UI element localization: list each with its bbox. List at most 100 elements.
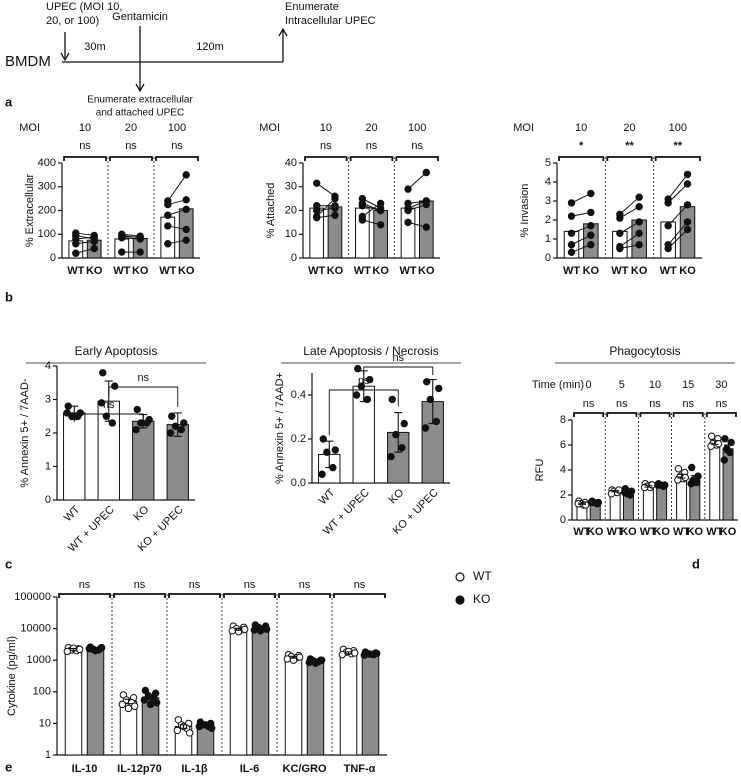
significance-label: ns xyxy=(79,579,91,591)
y-tick-label: 4 xyxy=(45,360,51,372)
bar xyxy=(306,660,325,756)
significance-bracket xyxy=(58,593,111,598)
pair-line xyxy=(619,196,640,215)
significance-label: ns xyxy=(189,579,201,591)
pair-line xyxy=(667,221,688,246)
group-label: 20 xyxy=(623,122,635,134)
panel-label: e xyxy=(5,759,12,774)
significance-label: ** xyxy=(674,140,683,152)
y-tick-label: 1 xyxy=(45,460,51,472)
group-label: 10 xyxy=(649,379,661,391)
significance-bracket xyxy=(168,593,221,598)
data-point xyxy=(587,241,595,249)
bar xyxy=(339,652,358,756)
data-point xyxy=(164,211,172,219)
data-point xyxy=(323,448,331,456)
data-point xyxy=(435,384,443,393)
bar xyxy=(63,412,86,501)
bar xyxy=(373,210,388,259)
y-tick-label: 100000 xyxy=(14,591,51,603)
data-point xyxy=(75,645,84,654)
x-tick-label: KO xyxy=(631,265,648,277)
data-point xyxy=(674,465,683,473)
panel-label: b xyxy=(5,289,13,304)
y-tick-label: 4 xyxy=(560,464,566,476)
panel-label: c xyxy=(5,556,12,571)
x-tick-label: WT xyxy=(673,526,690,538)
significance-bracket xyxy=(573,412,605,417)
data-point xyxy=(168,412,176,420)
error-bar xyxy=(644,484,653,488)
group-label: 10 xyxy=(320,122,332,134)
diagram-text: Gentamicin xyxy=(112,11,168,23)
data-point xyxy=(683,201,692,209)
group-label: 20 xyxy=(365,122,377,134)
x-tick-label: WT xyxy=(159,265,176,277)
data-point xyxy=(108,419,117,427)
y-tick-label: 0 xyxy=(50,252,56,264)
panel-label: a xyxy=(5,94,13,109)
y-tick-label: 6 xyxy=(560,439,566,451)
y-tick-label: 2 xyxy=(560,489,566,501)
diagram-text: 30m xyxy=(84,41,105,53)
data-point xyxy=(376,199,385,208)
arrow-head xyxy=(135,83,145,93)
data-point xyxy=(118,248,126,256)
diagram-text: Enumerate xyxy=(285,1,339,13)
data-point xyxy=(118,700,127,709)
data-point xyxy=(164,240,172,248)
data-point xyxy=(404,185,412,193)
data-point xyxy=(111,382,119,390)
data-point xyxy=(392,430,400,439)
data-point xyxy=(164,222,172,230)
pair-line xyxy=(316,182,336,197)
data-point xyxy=(319,435,327,443)
x-tick-label: WT xyxy=(354,265,371,277)
data-point xyxy=(664,199,672,207)
y-tick-label: 100 xyxy=(38,228,56,240)
x-tick-label: WT xyxy=(62,503,83,524)
y-tick-label: 2 xyxy=(45,427,51,439)
data-point xyxy=(90,233,98,241)
data-point xyxy=(166,429,175,437)
error-bar xyxy=(124,698,133,705)
y-tick-label: 40 xyxy=(285,157,297,169)
bar xyxy=(631,219,647,259)
data-point xyxy=(358,202,367,210)
data-point xyxy=(124,704,133,713)
significance-bracket xyxy=(349,156,394,161)
data-point xyxy=(721,435,729,443)
group-title: MOI xyxy=(259,122,280,134)
data-point xyxy=(587,208,595,217)
group-label: 5 xyxy=(619,379,625,391)
data-point xyxy=(180,419,188,427)
significance-bracket xyxy=(705,412,737,417)
error-bar xyxy=(146,695,155,701)
significance-label: ns xyxy=(125,140,137,152)
diagram-text: 120m xyxy=(196,41,224,53)
data-point xyxy=(616,214,624,222)
legend-label: KO xyxy=(473,592,490,606)
comparison-bracket xyxy=(73,413,144,422)
y-tick-label: 0 xyxy=(291,252,297,264)
significance-label: ns xyxy=(299,579,311,591)
data-point xyxy=(118,232,126,241)
data-point xyxy=(146,700,155,709)
data-point xyxy=(587,189,595,198)
bar xyxy=(642,485,654,521)
group-label: 20 xyxy=(125,122,137,134)
significance-label: ns xyxy=(244,579,256,591)
data-point xyxy=(331,194,339,203)
y-tick-label: 10000 xyxy=(20,623,51,635)
group-label: 10 xyxy=(575,122,587,134)
y-tick-label: 1 xyxy=(545,233,551,245)
x-tick-label: IL-12p70 xyxy=(117,763,162,775)
y-tick-label: 10 xyxy=(39,717,51,729)
bar xyxy=(361,653,380,756)
significance-bracket xyxy=(113,593,166,598)
significance-label: * xyxy=(579,140,584,152)
group-title: MOI xyxy=(513,122,534,134)
y-tick-label: 0 xyxy=(545,252,551,264)
error-bar xyxy=(366,652,375,655)
y-axis-label: % Annexin 5+ / 7AAD- xyxy=(19,378,31,487)
